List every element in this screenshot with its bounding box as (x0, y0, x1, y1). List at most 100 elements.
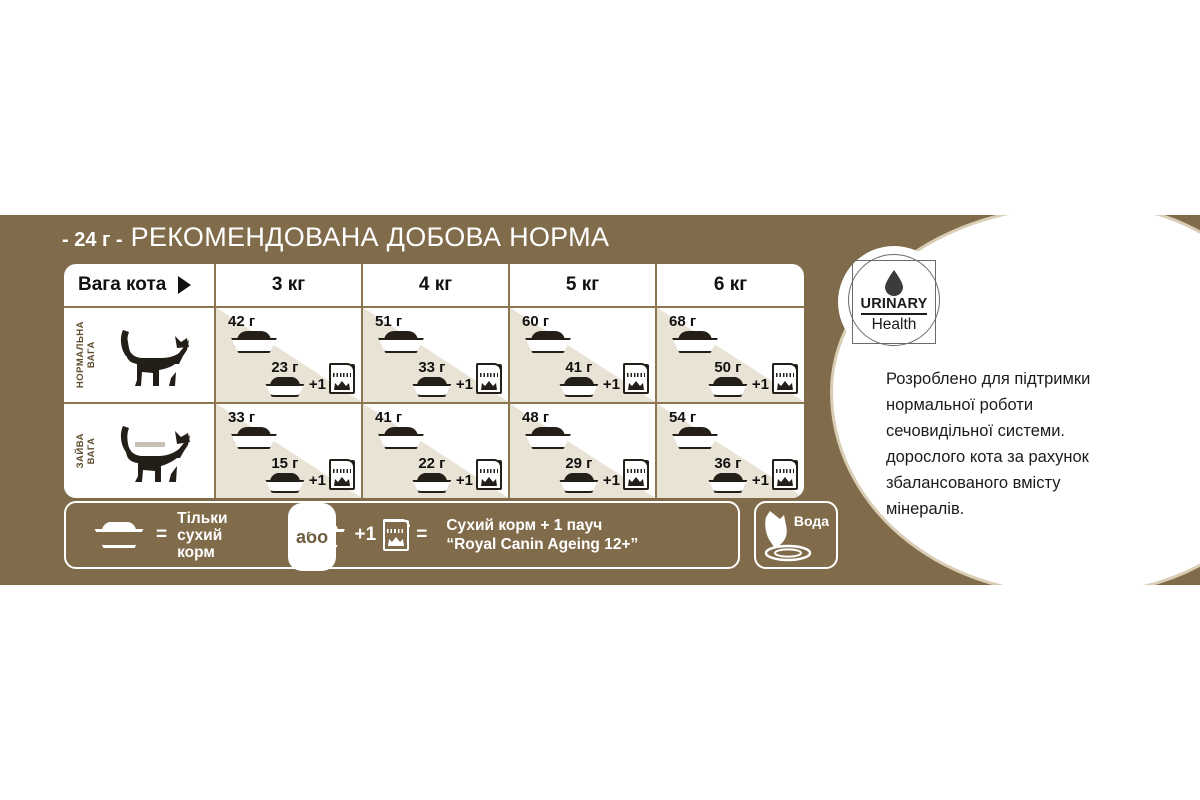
row-label-overweight: ЗАЙВА ВАГА (64, 404, 216, 498)
legend-combo: +1 = Сухий корм + 1 пауч “Royal Canin Ag… (294, 516, 638, 554)
amount-label: 33 г (418, 359, 446, 376)
cat-normal-weight-icon (97, 320, 214, 390)
pouch-icon (328, 363, 356, 394)
dry-only-portion: 33 г (228, 410, 280, 449)
amount-label: 29 г (565, 455, 593, 472)
cat-silhouette-svg (120, 426, 190, 482)
bowl-icon (263, 473, 307, 493)
plus-one-label: +1 (354, 524, 377, 545)
cell-overweight-5kg: 48 г 29 г +1 (510, 404, 657, 498)
bowl-icon (557, 473, 601, 493)
pouch-icon (622, 459, 650, 490)
dry-only-portion: 41 г (375, 410, 427, 449)
cell-overweight-4kg: 41 г 22 г +1 (363, 404, 510, 498)
amount-label: 41 г (375, 409, 403, 426)
description-text: Розроблено для підтримки нормальної робо… (886, 370, 1091, 518)
bowl-icon (263, 377, 307, 397)
badge-subtitle: Health (871, 316, 917, 333)
amount-label: 68 г (669, 313, 697, 330)
pouch-icon (475, 363, 503, 394)
cell-normal-3kg: 42 г 23 г +1 (216, 308, 363, 402)
dry-only-portion: 68 г (669, 314, 721, 353)
pouch-icon (771, 459, 799, 490)
water-box: Вода (754, 501, 838, 569)
amount-label: 15 г (271, 455, 299, 472)
dry-only-portion: 42 г (228, 314, 280, 353)
column-header-4kg: 4 кг (363, 264, 510, 306)
row-header-cell: Вага кота (64, 264, 216, 306)
pack-weight-badge: - 24 г - (62, 229, 123, 251)
bowl-icon (669, 427, 721, 449)
dry-only-portion: 51 г (375, 314, 427, 353)
pouch-icon (771, 363, 799, 394)
page-title: - 24 г - РЕКОМЕНДОВАНА ДОБОВА НОРМА (62, 222, 609, 253)
row-label-text: ЗАЙВА ВАГА (75, 433, 97, 469)
dry-plus-pouch-portion: 29 г +1 (557, 455, 650, 493)
plus-one-label: +1 (602, 376, 620, 393)
pouch-icon (382, 518, 410, 551)
dry-plus-pouch-portion: 36 г +1 (706, 455, 799, 493)
badge-circle-frame (848, 254, 940, 346)
cell-normal-5kg: 60 г 41 г +1 (510, 308, 657, 402)
legend-dry-only: = Тільки сухий корм (92, 510, 228, 561)
arrow-right-icon (178, 276, 192, 294)
column-header-6kg: 6 кг (713, 274, 748, 295)
bowl-icon (410, 473, 454, 493)
amount-label: 41 г (565, 359, 593, 376)
table-header-row: Вага кота 3 кг 4 кг 5 кг 6 кг (64, 264, 804, 306)
water-drop-icon (885, 270, 903, 296)
badge-title: URINARY (860, 297, 928, 315)
bowl-icon (669, 331, 721, 353)
dry-only-portion: 48 г (522, 410, 574, 449)
amount-label: 54 г (669, 409, 697, 426)
equals-sign: = (416, 524, 428, 545)
pouch-icon (328, 459, 356, 490)
equals-sign: = (156, 524, 168, 545)
dry-plus-pouch-portion: 23 г +1 (263, 360, 356, 397)
dry-plus-pouch-portion: 15 г +1 (263, 455, 356, 493)
bowl-icon (92, 522, 146, 548)
row-label-text: НОРМАЛЬНА ВАГА (75, 321, 97, 389)
cell-normal-6kg: 68 г 50 г +1 (657, 308, 804, 402)
urinary-health-badge: URINARY Health (838, 246, 950, 358)
dry-plus-pouch-portion: 41 г +1 (557, 359, 650, 397)
table-row: НОРМАЛЬНА ВАГА 42 г 23 (64, 306, 804, 402)
legend-box: = Тільки сухий корм або +1 = Сухий корм … (64, 501, 740, 571)
cell-overweight-6kg: 54 г 36 г +1 (657, 404, 804, 498)
amount-label: 42 г (228, 313, 256, 330)
bowl-icon (522, 331, 574, 353)
cell-normal-4kg: 51 г 33 г +1 (363, 308, 510, 402)
legend-dry-only-text: Тільки сухий корм (177, 509, 228, 561)
amount-label: 36 г (714, 455, 742, 472)
bowl-icon (706, 473, 750, 493)
dry-plus-pouch-portion: 33 г +1 (410, 359, 503, 397)
plus-one-label: +1 (455, 472, 473, 489)
amount-label: 22 г (418, 455, 446, 472)
amount-label: 50 г (714, 359, 742, 376)
plus-one-label: +1 (308, 376, 326, 393)
table-row: ЗАЙВА ВАГА 33 г (64, 402, 804, 498)
amount-label: 51 г (375, 313, 403, 330)
bowl-icon (375, 331, 427, 353)
bowl-icon (228, 331, 280, 353)
pouch-icon (475, 459, 503, 490)
bowl-icon (557, 377, 601, 397)
amount-label: 60 г (522, 313, 550, 330)
amount-label: 33 г (228, 409, 256, 426)
bowl-icon (522, 427, 574, 449)
plus-one-label: +1 (751, 472, 769, 489)
bowl-icon (375, 427, 427, 449)
dry-only-portion: 54 г (669, 410, 721, 449)
bowl-icon (410, 377, 454, 397)
plus-one-label: +1 (308, 472, 326, 489)
title-text: РЕКОМЕНДОВАНА ДОБОВА НОРМА (130, 222, 610, 252)
cat-drinking-icon (764, 511, 812, 562)
water-label: Вода (793, 513, 829, 529)
plus-one-label: +1 (602, 472, 620, 489)
dry-plus-pouch-portion: 50 г +1 (706, 359, 799, 397)
plus-one-label: +1 (455, 376, 473, 393)
dry-only-portion: 60 г (522, 314, 574, 353)
cell-overweight-3kg: 33 г 15 г +1 (216, 404, 363, 498)
column-header-5kg: 5 кг (510, 264, 657, 306)
